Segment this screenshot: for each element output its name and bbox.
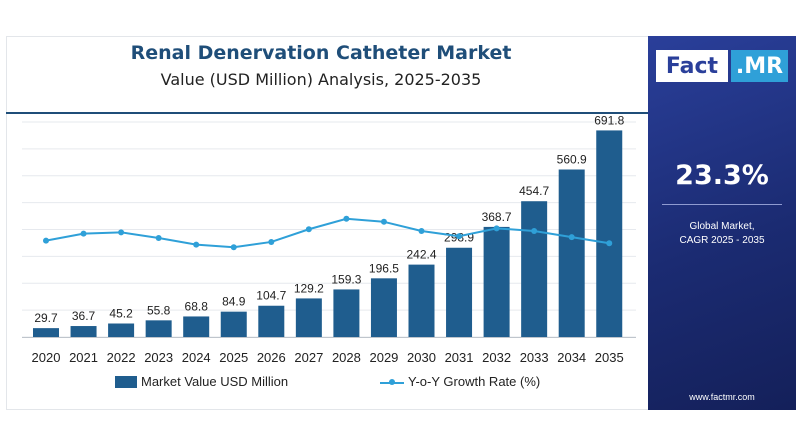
bar-value-label: 129.2 xyxy=(294,281,324,295)
legend-line-label: Y-o-Y Growth Rate (%) xyxy=(408,374,541,389)
growth-point-2023 xyxy=(155,235,162,242)
x-tick-label: 2020 xyxy=(32,350,61,365)
x-tick-label: 2024 xyxy=(182,350,211,365)
growth-point-2035 xyxy=(606,240,613,247)
growth-point-2022 xyxy=(118,229,125,236)
bar-value-label: 560.9 xyxy=(557,153,587,167)
x-tick-label: 2028 xyxy=(332,350,361,365)
bar-value-label: 68.8 xyxy=(185,299,209,313)
bar-2022 xyxy=(108,323,135,337)
chart-subtitle: Value (USD Million) Analysis, 2025-2035 xyxy=(160,70,482,89)
bar-2025 xyxy=(220,311,247,337)
growth-point-2025 xyxy=(230,244,237,251)
x-tick-label: 2026 xyxy=(257,350,286,365)
cagr-divider xyxy=(662,204,782,205)
growth-rate-line xyxy=(45,217,610,249)
growth-point-2029 xyxy=(380,218,387,225)
growth-point-2034 xyxy=(568,234,575,241)
growth-point-2030 xyxy=(418,228,425,235)
growth-point-2033 xyxy=(531,228,538,235)
website-link[interactable]: www.factmr.com xyxy=(689,392,755,402)
x-tick-label: 2031 xyxy=(445,350,474,365)
bar-2027 xyxy=(295,298,322,337)
x-tick-label: 2029 xyxy=(369,350,398,365)
bar-2026 xyxy=(258,305,285,337)
x-tick-label: 2025 xyxy=(219,350,248,365)
bar-2024 xyxy=(183,316,210,337)
x-tick-label: 2021 xyxy=(69,350,98,365)
x-tick-label: 2035 xyxy=(595,350,624,365)
legend-line-swatch xyxy=(380,376,404,388)
bar-value-label: 104.7 xyxy=(256,289,286,303)
bar-value-label: 368.7 xyxy=(482,210,512,224)
x-tick-label: 2030 xyxy=(407,350,436,365)
bar-2028 xyxy=(333,289,360,337)
x-tick-label: 2032 xyxy=(482,350,511,365)
cagr-label-line2: CAGR 2025 - 2035 xyxy=(679,235,765,246)
bar-value-label: 196.5 xyxy=(369,261,399,275)
x-tick-label: 2033 xyxy=(520,350,549,365)
bar-2033 xyxy=(521,201,548,337)
x-tick-label: 2022 xyxy=(107,350,136,365)
bar-value-label: 84.9 xyxy=(222,295,246,309)
bar-2035 xyxy=(596,130,623,337)
bar-line-chart: 29.7 2020 36.7 2021 45.2 2022 55.8 2023 68.8 2024… xyxy=(22,113,636,365)
bar-value-label: 159.3 xyxy=(331,272,361,286)
bar-value-label: 242.4 xyxy=(406,248,436,262)
growth-point-2020 xyxy=(43,237,49,244)
bar-value-label: 36.7 xyxy=(72,309,96,323)
bar-value-label: 45.2 xyxy=(109,307,133,321)
bar-2023 xyxy=(145,320,172,337)
bar-2031 xyxy=(446,247,473,337)
bar-2034 xyxy=(558,169,585,337)
bar-value-label: 55.8 xyxy=(147,303,171,317)
bar-value-label: 29.7 xyxy=(34,311,58,325)
growth-point-2027 xyxy=(305,226,312,233)
side-panel: Fact .MR 23.3% Global Market, CAGR 2025 … xyxy=(648,36,796,410)
bar-2030 xyxy=(408,264,435,337)
legend-line: Y-o-Y Growth Rate (%) xyxy=(380,374,540,389)
x-tick-label: 2023 xyxy=(144,350,173,365)
growth-point-2031 xyxy=(456,233,463,240)
x-tick-label: 2034 xyxy=(557,350,586,365)
logo-part1: Fact xyxy=(656,50,728,82)
bar-2021 xyxy=(70,326,97,337)
title-divider xyxy=(6,112,648,114)
growth-point-2024 xyxy=(193,241,200,248)
bar-2020 xyxy=(33,328,59,337)
x-tick-label: 2027 xyxy=(294,350,323,365)
bar-2029 xyxy=(370,278,397,337)
growth-point-2021 xyxy=(80,230,87,237)
growth-point-2032 xyxy=(493,225,500,232)
cagr-label: Global Market, CAGR 2025 - 2035 xyxy=(648,220,796,248)
cagr-label-line1: Global Market, xyxy=(689,221,755,232)
growth-point-2028 xyxy=(343,215,350,222)
bar-2032 xyxy=(483,226,510,337)
legend-bar: Market Value USD Million xyxy=(115,374,288,389)
chart-title: Renal Denervation Catheter Market xyxy=(130,42,512,64)
bar-value-label: 454.7 xyxy=(519,184,549,198)
growth-point-2026 xyxy=(268,238,275,245)
bar-value-label: 691.8 xyxy=(594,113,624,127)
legend-bar-label: Market Value USD Million xyxy=(141,374,289,389)
factmr-logo: Fact .MR xyxy=(656,50,788,82)
logo-part2: .MR xyxy=(731,50,788,82)
cagr-value: 23.3% xyxy=(675,160,769,191)
legend-bar-swatch xyxy=(115,375,137,388)
